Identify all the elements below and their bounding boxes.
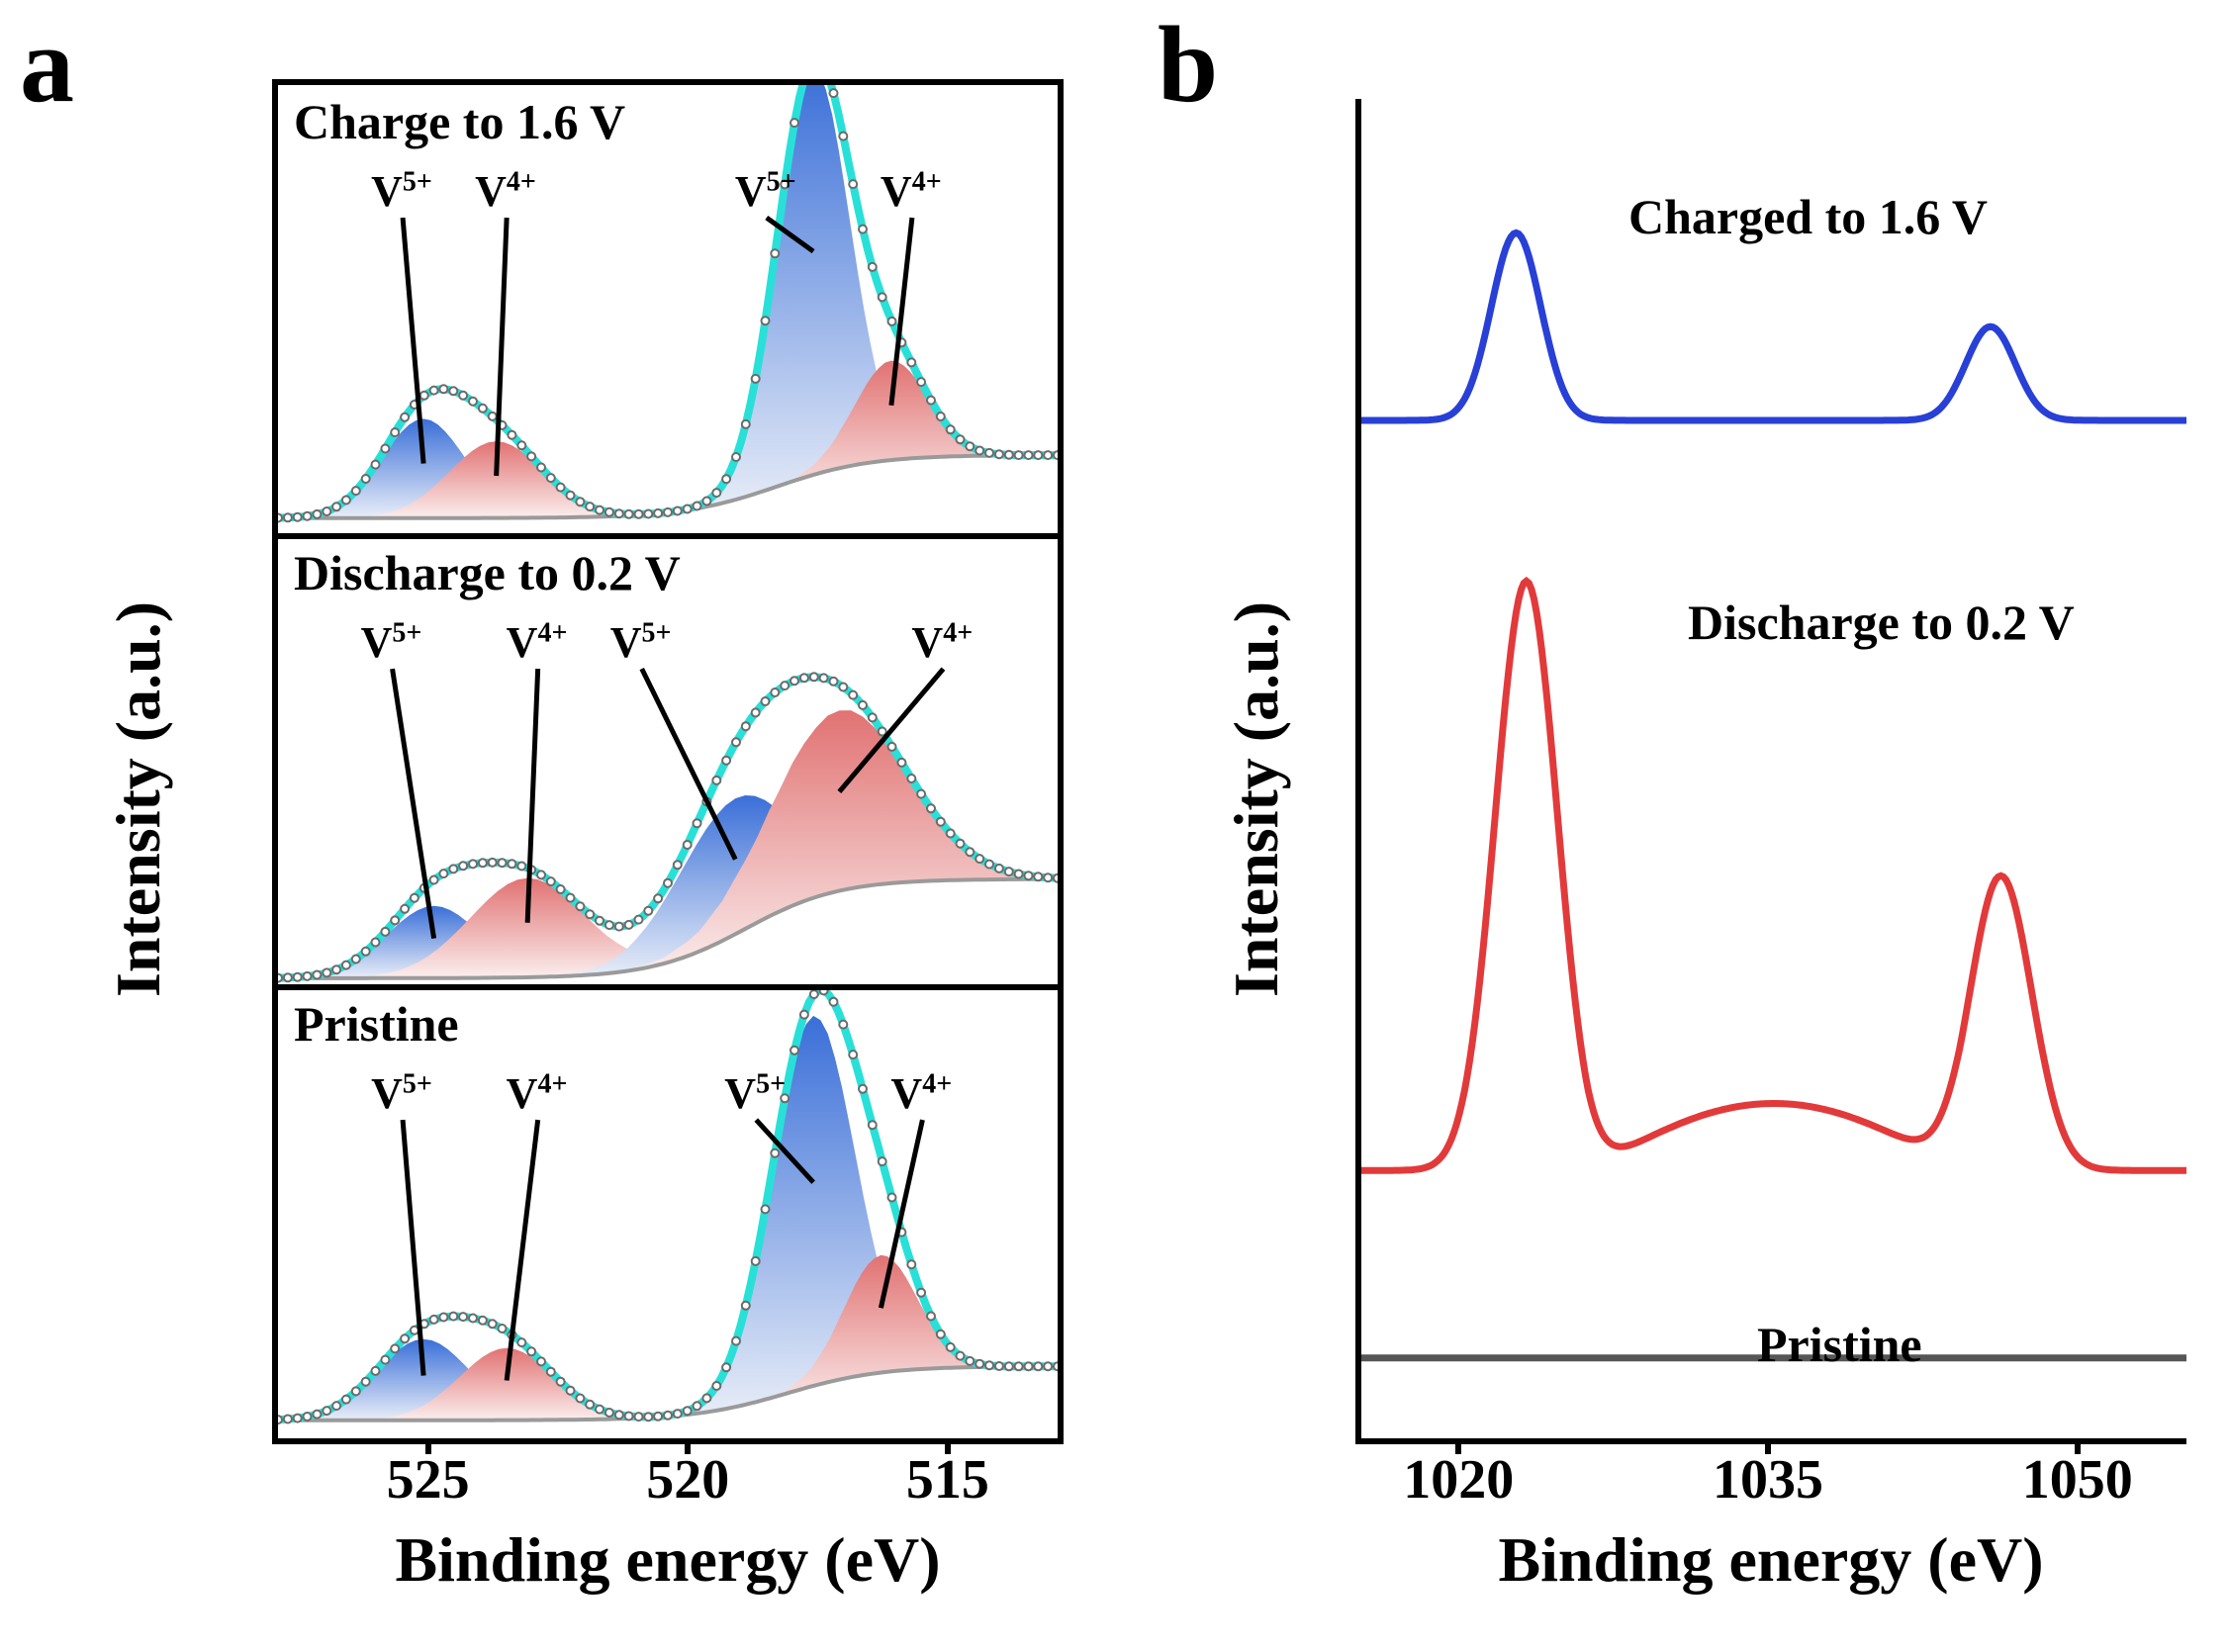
peak-label: V5+ [361, 617, 422, 668]
peak-label: V5+ [610, 617, 672, 668]
panel-b-xlabel: Binding energy (eV) [1355, 1523, 2186, 1597]
panel-a-frame: Charge to 1.6 V V5+ V4+ V5+ V4+ Discharge to … [272, 79, 1064, 1444]
panel-b-ylabel: Intensity (a.u.) [1220, 601, 1293, 997]
peak-label: V4+ [475, 166, 536, 217]
trace-label-discharge: Discharge to 0.2 V [1688, 594, 2075, 651]
peak-label: V5+ [371, 1068, 432, 1119]
subpanel-title-charge: Charge to 1.6 V [294, 93, 625, 150]
xtick-label: 1020 [1403, 1448, 1514, 1512]
trace-label-charged: Charged to 1.6 V [1628, 188, 1988, 245]
figure-root: a b Intensity (a.u.) Charge to 1.6 V V5+ V… [0, 0, 2229, 1652]
peak-label: V4+ [507, 617, 568, 668]
panel-letter-b: b [1158, 10, 1218, 119]
xtick-label: 515 [906, 1448, 989, 1512]
xtick-label: 525 [387, 1448, 470, 1512]
panel-b-svg [1361, 99, 2186, 1438]
panel-a-svg [278, 85, 1058, 1438]
peak-label: V5+ [371, 166, 432, 217]
xtick-label: 1050 [2022, 1448, 2133, 1512]
xtick-label: 520 [646, 1448, 729, 1512]
subpanel-title-pristine: Pristine [294, 995, 459, 1053]
panel-a: Intensity (a.u.) Charge to 1.6 V V5+ V4+ V5… [99, 40, 1108, 1622]
panel-letter-a: a [20, 10, 74, 119]
panel-b-frame: Charged to 1.6 V Discharge to 0.2 V Pristi… [1355, 99, 2186, 1444]
panel-a-xlabel: Binding energy (eV) [272, 1523, 1064, 1597]
panel-a-ylabel: Intensity (a.u.) [102, 601, 175, 997]
peak-label: V4+ [890, 1068, 952, 1119]
subpanel-title-discharge: Discharge to 0.2 V [294, 544, 681, 601]
xtick-label: 1035 [1713, 1448, 1823, 1512]
peak-label: V4+ [881, 166, 942, 217]
peak-label: V4+ [911, 617, 973, 668]
trace-label-pristine: Pristine [1757, 1316, 1922, 1373]
peak-label: V5+ [724, 1068, 786, 1119]
peak-label: V4+ [507, 1068, 568, 1119]
peak-label: V5+ [735, 166, 796, 217]
panel-b: Intensity (a.u.) Charged to 1.6 V Dischar… [1217, 40, 2206, 1622]
